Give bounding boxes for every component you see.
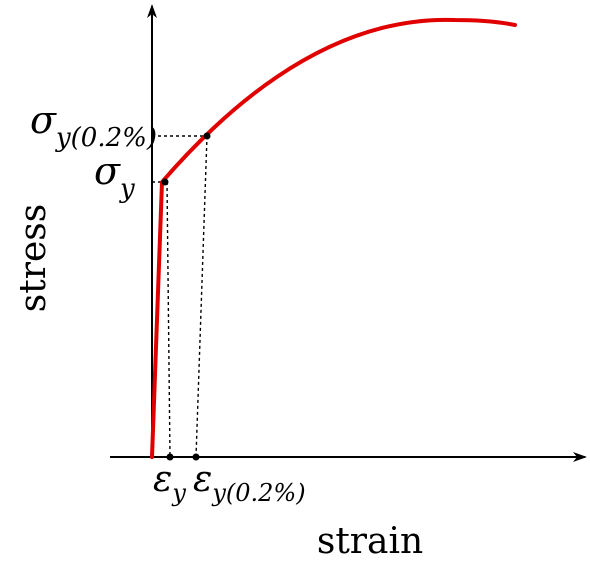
yield-strain-point	[166, 453, 174, 461]
yield-strain-guide	[166, 181, 171, 458]
x-axis-label: strain	[317, 521, 423, 562]
offset-strain-label: εy(0.2%)	[193, 459, 306, 507]
yield-strain-label: εy	[153, 459, 186, 507]
offset-yield-point	[203, 132, 211, 140]
stress-strain-curve	[150, 17, 517, 459]
offset-line	[195, 135, 208, 458]
offset-yield-stress-label: σy(0.2%)	[30, 98, 157, 153]
yield-stress-label: σy	[94, 149, 135, 204]
yield-point	[161, 178, 169, 186]
offset-strain-point	[192, 453, 200, 461]
guide-lines	[152, 135, 208, 458]
y-axis-label: stress	[13, 204, 54, 312]
